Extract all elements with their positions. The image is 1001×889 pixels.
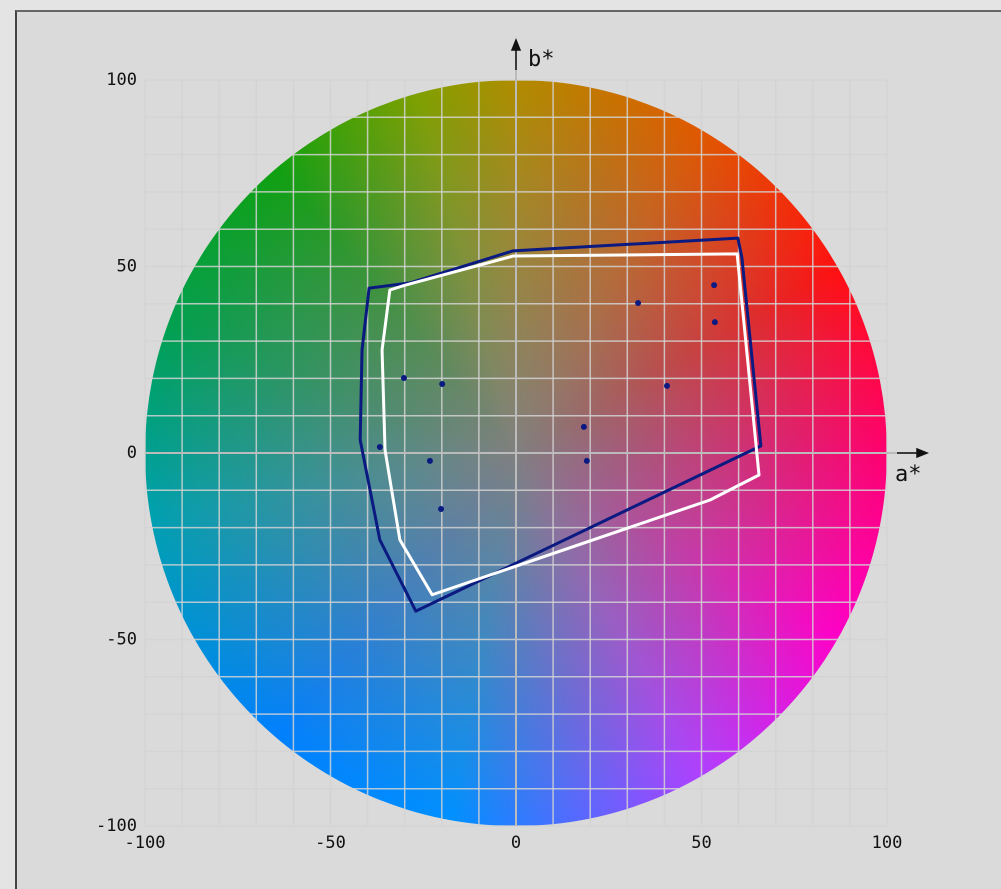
y-tick-label: 50 <box>117 257 137 277</box>
sample-point <box>580 423 587 430</box>
gamut-outline <box>358 236 763 613</box>
y-arrow <box>510 37 522 70</box>
sample-point <box>439 380 446 387</box>
gamut-outline <box>380 252 761 597</box>
sample-point <box>376 444 383 451</box>
y-tick-label: 0 <box>127 443 137 463</box>
sample-point <box>711 319 718 326</box>
y-tick-label: -50 <box>106 630 137 650</box>
sample-point <box>711 282 718 289</box>
y-tick-label: -100 <box>96 816 137 836</box>
y-axis-label: b* <box>528 47 555 72</box>
sample-point <box>663 382 670 389</box>
x-tick-label: -100 <box>125 833 166 853</box>
x-tick-label: 0 <box>511 833 521 853</box>
sample-point <box>635 300 642 307</box>
x-tick-label: -50 <box>315 833 346 853</box>
sample-point <box>426 457 433 464</box>
x-tick-label: 50 <box>691 833 711 853</box>
x-tick-label: 100 <box>872 833 903 853</box>
sample-point <box>583 457 590 464</box>
x-arrow <box>897 447 930 459</box>
sample-point <box>438 505 445 512</box>
sample-point <box>400 375 407 382</box>
y-tick-label: 100 <box>106 70 137 90</box>
x-axis-label: a* <box>895 462 922 487</box>
